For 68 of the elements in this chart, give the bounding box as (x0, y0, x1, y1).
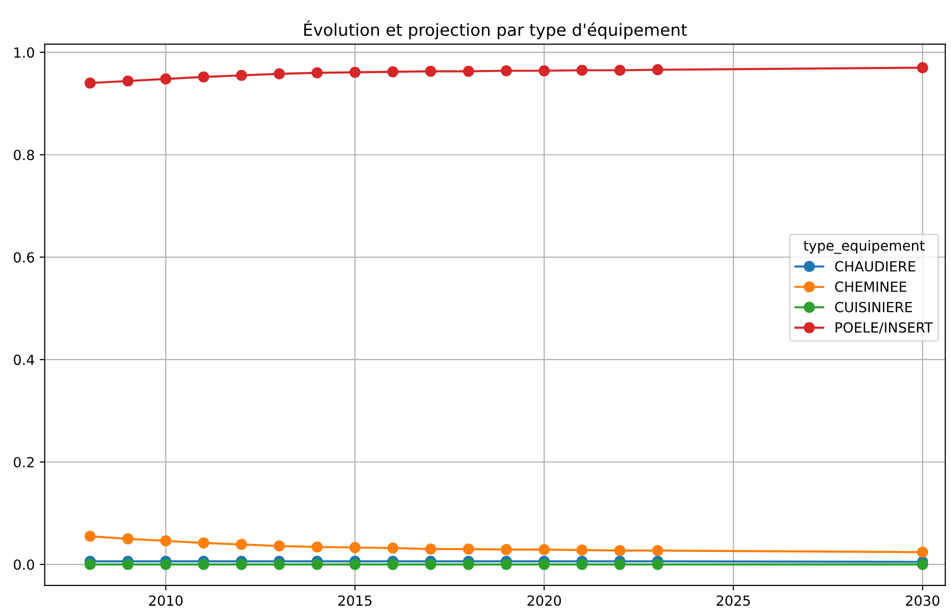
point (462, 66, 474, 77)
point (614, 545, 626, 556)
legend-label: POELE/INSERT (836, 322, 933, 334)
point (312, 558, 323, 570)
legend-label: CUISINIERE (835, 302, 912, 312)
point (236, 558, 248, 570)
point (500, 558, 512, 570)
point (349, 66, 361, 78)
point (538, 558, 550, 570)
point (198, 558, 210, 570)
point (652, 64, 664, 76)
point (652, 545, 664, 556)
point (84, 78, 96, 89)
x-tick-label: 2020 (528, 595, 561, 606)
point (425, 66, 436, 77)
point (274, 540, 285, 552)
point (84, 530, 96, 542)
point (349, 542, 361, 554)
point (236, 70, 248, 81)
point (425, 558, 436, 570)
point (122, 75, 134, 87)
point (538, 544, 550, 556)
point (160, 73, 172, 85)
point (122, 533, 134, 544)
point (387, 558, 398, 570)
x-tick-label: 2015 (338, 595, 372, 606)
y-tick-label: 0.8 (14, 150, 34, 160)
point (917, 558, 928, 570)
y-tick-label: 0.0 (14, 559, 34, 570)
point (462, 558, 474, 570)
point (576, 558, 588, 570)
point (160, 535, 172, 546)
point (917, 62, 928, 74)
legend-title: type_equipement (804, 240, 925, 254)
point (349, 558, 361, 570)
point (236, 538, 248, 550)
legend-label: CHAUDIERE (835, 261, 916, 272)
point (614, 558, 626, 570)
point (576, 64, 588, 76)
point (122, 558, 134, 570)
point (576, 544, 588, 556)
legend-label: CHEMINEE (835, 281, 906, 292)
x-tick-label: 2010 (149, 595, 183, 606)
point (614, 64, 626, 76)
x-tick-label: 2030 (906, 595, 940, 606)
point (538, 65, 550, 76)
chart-title: Évolution et projection par type d'équipement (304, 20, 687, 40)
point (160, 558, 172, 570)
y-tick-label: 0.4 (14, 354, 34, 366)
point (274, 558, 285, 570)
point (462, 544, 474, 555)
x-tick-label: 2025 (716, 595, 750, 606)
point (312, 541, 323, 553)
point (274, 68, 285, 80)
point (387, 66, 398, 78)
y-tick-label: 0.2 (14, 456, 34, 468)
y-tick-label: 1.0 (14, 47, 34, 58)
point (425, 544, 436, 555)
point (500, 65, 512, 76)
point (312, 67, 323, 78)
point (387, 542, 398, 554)
point (917, 546, 928, 558)
point (84, 558, 96, 570)
y-tick-label: 0.6 (14, 252, 34, 263)
point (198, 537, 210, 548)
point (652, 558, 664, 570)
point (500, 544, 512, 556)
point (198, 71, 210, 82)
